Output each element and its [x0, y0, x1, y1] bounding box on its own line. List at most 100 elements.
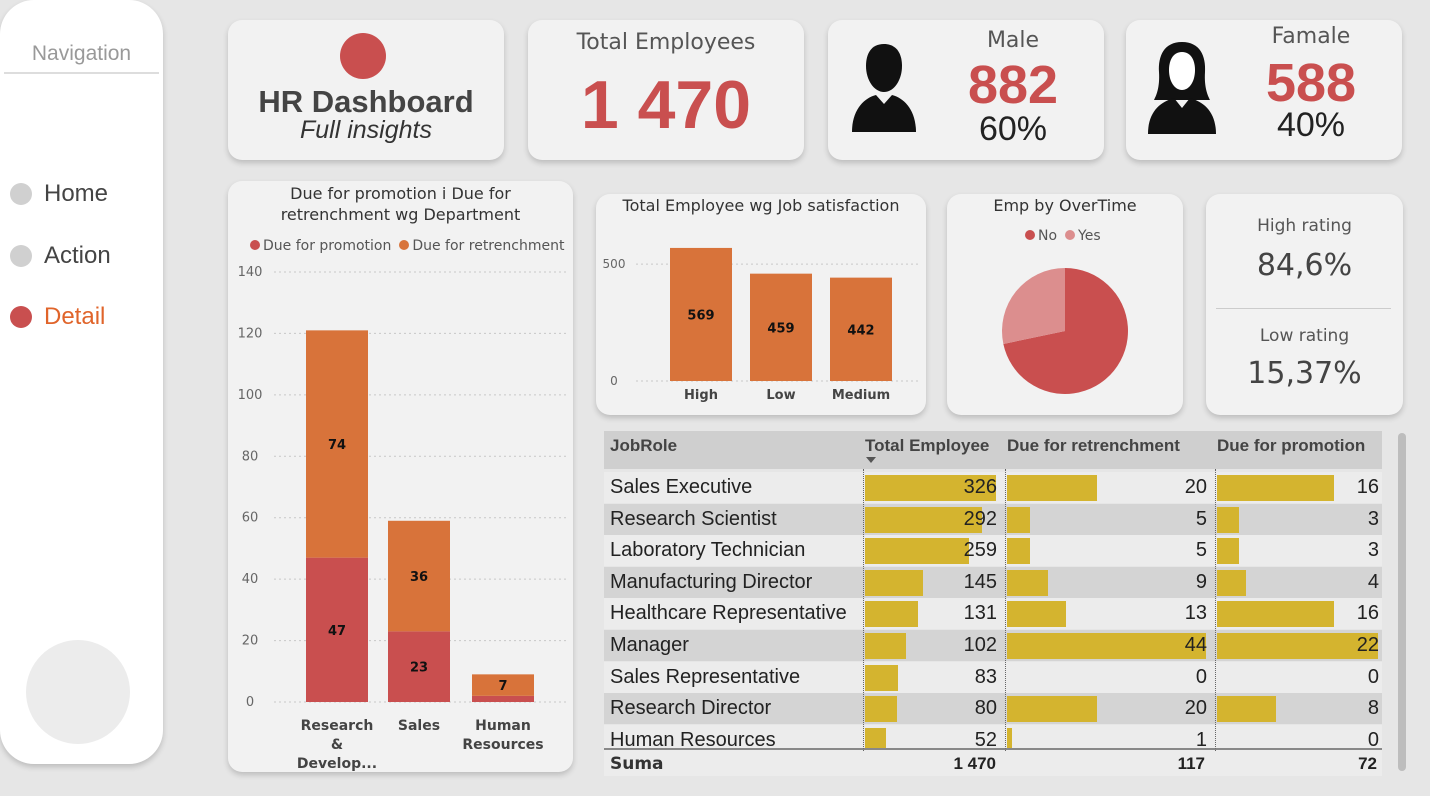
- y-tick-label: 20: [242, 634, 259, 649]
- data-bar-promo: [1217, 633, 1378, 659]
- nav-item-home[interactable]: Home: [10, 180, 108, 208]
- cell-jobrole: Manager: [610, 634, 689, 656]
- cell-total: 80: [974, 697, 997, 720]
- cell-retr: 13: [1184, 602, 1207, 625]
- pie-slice-yes: [1002, 268, 1065, 344]
- x-tick-label: Research: [301, 718, 374, 734]
- data-bar-promo: [1217, 506, 1239, 533]
- overtime-chart-legend: No Yes: [1025, 228, 1101, 244]
- low-rating-value: 15,37%: [1247, 356, 1362, 391]
- male-person-icon: [852, 44, 916, 132]
- cell-retr: 5: [1195, 507, 1207, 530]
- table-row[interactable]: Research Scientist 292 5 3: [604, 503, 1382, 535]
- nav-circle-button[interactable]: [26, 640, 130, 744]
- data-bar-retr: [1007, 569, 1048, 596]
- bar-data-label: 23: [410, 661, 428, 676]
- y-tick-label: 120: [238, 326, 263, 341]
- navigation-title: Navigation: [31, 42, 132, 65]
- table-row[interactable]: Manager 102 44 22: [604, 630, 1382, 661]
- cell-jobrole: Laboratory Technician: [610, 539, 806, 562]
- column-separator: [863, 469, 864, 751]
- table-row[interactable]: Research Director 80 20 8: [604, 693, 1382, 725]
- x-tick-label: Human: [475, 718, 531, 734]
- cell-total: 83: [974, 665, 997, 688]
- legend-label-no: No: [1038, 228, 1058, 244]
- high-rating-value: 84,6%: [1256, 248, 1353, 283]
- cell-promo: 4: [1367, 570, 1379, 593]
- bar-retrenchment: [306, 330, 368, 558]
- bar-retrenchment: [472, 674, 534, 696]
- x-tick-label: &: [331, 737, 343, 753]
- table-row[interactable]: Manufacturing Director 145 9 4: [604, 566, 1382, 598]
- x-tick-label: Low: [766, 388, 795, 403]
- total-row-retrenchment: 117: [1177, 754, 1205, 773]
- total-employees-label: Total Employees: [576, 30, 756, 55]
- cell-total: 145: [963, 570, 997, 593]
- nav-item-action[interactable]: Action: [10, 242, 111, 270]
- cell-jobrole: Human Resources: [610, 728, 776, 751]
- nav-item-detail[interactable]: Detail: [10, 303, 105, 331]
- bar-promotion: [472, 695, 534, 702]
- high-rating-label: High rating: [1257, 216, 1352, 236]
- male-label: Male: [986, 28, 1040, 53]
- column-separator: [1215, 469, 1216, 751]
- male-percent: 60%: [978, 110, 1048, 148]
- table-row[interactable]: Laboratory Technician 259 5 3: [604, 535, 1382, 567]
- cell-total: 52: [974, 728, 997, 751]
- bar-data-label: 7: [498, 679, 507, 694]
- y-tick-label: 40: [242, 572, 259, 587]
- header-total-employee[interactable]: Total Employee: [865, 436, 990, 455]
- total-row-label: Suma: [610, 754, 664, 774]
- table-row[interactable]: Sales Representative 83 0 0: [604, 661, 1382, 693]
- data-bar-retr: [1007, 506, 1030, 533]
- overtime-chart-card: Emp by OverTime No Yes: [947, 194, 1183, 415]
- bar-data-label: 36: [410, 570, 428, 585]
- y-tick-label: 500: [603, 257, 626, 271]
- y-tick-label: 80: [242, 449, 259, 464]
- table-row[interactable]: Sales Executive 326 20 16: [604, 472, 1382, 503]
- data-bar-total: [865, 538, 970, 565]
- page-title: HR Dashboard: [258, 84, 474, 119]
- department-chart-title: Due for promotion i Due for retrenchment…: [280, 184, 521, 224]
- bar-low: [750, 273, 812, 381]
- rating-divider: [1216, 308, 1391, 309]
- legend-item-no: No: [1025, 228, 1057, 244]
- total-row-promotion: 72: [1358, 754, 1377, 773]
- data-bar-promo: [1217, 538, 1239, 565]
- total-employees-card: Total Employees 1 470: [528, 20, 804, 160]
- cell-retr: 20: [1184, 697, 1207, 720]
- cell-promo: 22: [1356, 634, 1379, 656]
- data-bar-total: [865, 664, 899, 691]
- data-bar-total: [865, 569, 924, 596]
- department-chart-legend: Due for promotion Due for retrenchment: [250, 238, 564, 254]
- column-separator: [1005, 469, 1006, 751]
- table-row[interactable]: Healthcare Representative 131 13 16: [604, 598, 1382, 630]
- cell-jobrole: Healthcare Representative: [610, 602, 847, 625]
- legend-swatch-promotion: [250, 240, 260, 250]
- sort-desc-icon[interactable]: [866, 457, 876, 463]
- cell-promo: 16: [1356, 602, 1379, 625]
- data-bar-retr: [1007, 633, 1206, 659]
- jobrole-table: JobRole Total Employee Due for retrenchm…: [604, 431, 1382, 776]
- cell-promo: 0: [1367, 728, 1379, 751]
- legend-item-promotion: Due for promotion: [250, 238, 391, 254]
- data-bar-promo: [1217, 569, 1247, 596]
- cell-promo: 0: [1367, 665, 1379, 688]
- header-due-promotion[interactable]: Due for promotion: [1217, 436, 1366, 455]
- legend-label-promotion: Due for promotion: [263, 238, 392, 254]
- data-bar-retr: [1007, 727, 1012, 754]
- title-card: HR Dashboard Full insights: [228, 20, 504, 160]
- data-bar-total: [865, 506, 983, 533]
- header-due-retrenchment[interactable]: Due for retrenchment: [1007, 436, 1180, 455]
- bar-data-label: 74: [328, 438, 346, 453]
- data-bar-retr: [1007, 475, 1098, 501]
- data-bar-promo: [1217, 696, 1276, 723]
- header-jobrole[interactable]: JobRole: [610, 436, 678, 455]
- legend-label-yes: Yes: [1078, 228, 1101, 244]
- department-chart-plot: 0 20 40 60 80 100 120 140 47 74 Research & Develop..…: [238, 265, 568, 772]
- bar-high: [670, 247, 732, 381]
- legend-item-yes: Yes: [1065, 228, 1101, 244]
- cell-total: 131: [963, 602, 997, 625]
- y-tick-label: 0: [246, 695, 254, 710]
- table-scrollbar[interactable]: [1398, 433, 1406, 771]
